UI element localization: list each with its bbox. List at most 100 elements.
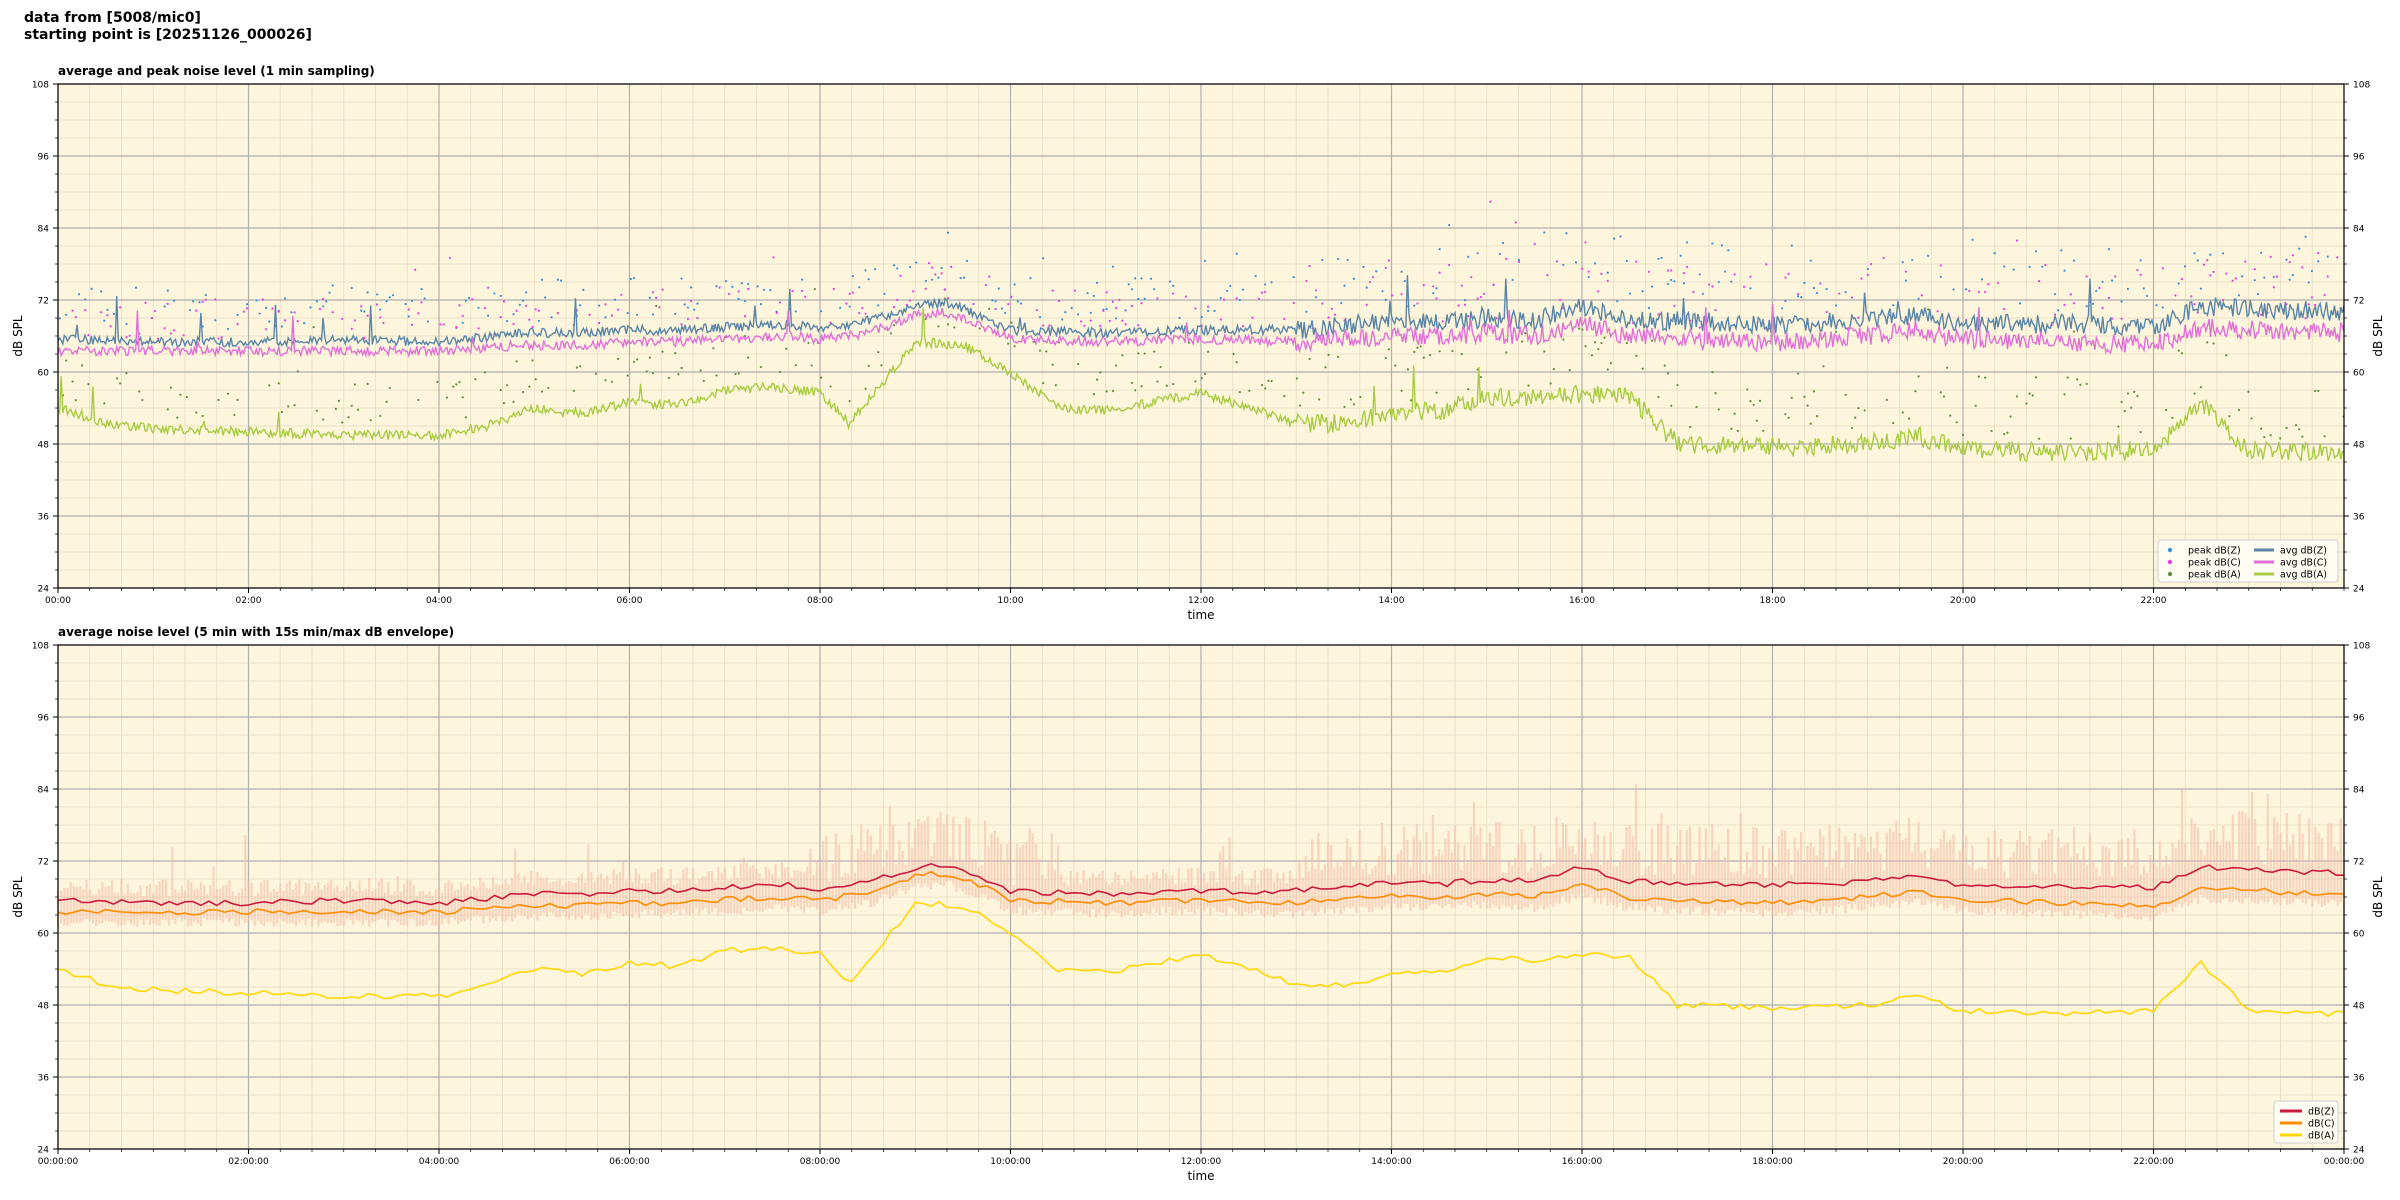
peak-dbz-point <box>493 292 496 295</box>
legend-label: avg dB(A) <box>2280 570 2327 581</box>
peak-dbc-point <box>1416 302 1419 305</box>
peak-dba-point <box>138 390 141 393</box>
peak-dbz-point <box>537 319 540 323</box>
peak-dbc-point <box>1796 292 1800 296</box>
peak-dbc-point <box>743 315 747 318</box>
peak-dba-point <box>946 323 950 326</box>
peak-dbz-point <box>556 278 559 281</box>
peak-dbz-point <box>2034 250 2038 253</box>
x-tick-label: 02:00 <box>236 596 262 606</box>
peak-dba-point <box>1130 381 1134 385</box>
peak-dbc-point <box>1130 304 1134 308</box>
peak-dba-point <box>2003 432 2006 436</box>
y-tick-label-right: 84 <box>2353 786 2365 796</box>
x-tick-label: 04:00:00 <box>419 1157 460 1167</box>
peak-dbc-point <box>2069 293 2072 296</box>
peak-dbc-point <box>728 292 731 295</box>
peak-dbc-point <box>214 298 217 301</box>
peak-dbz-point <box>931 278 934 281</box>
peak-dba-point <box>296 370 299 373</box>
peak-dbz-point <box>1413 304 1416 307</box>
peak-dbc-point <box>1140 302 1143 305</box>
peak-dbz-point <box>896 267 899 270</box>
peak-dba-point <box>1235 361 1238 364</box>
peak-dbc-point <box>2206 259 2209 262</box>
peak-dbc-point <box>1505 257 1508 260</box>
peak-dba-point <box>103 402 106 405</box>
peak-dba-point <box>217 398 220 402</box>
peak-dbz-point <box>487 314 490 317</box>
peak-dbc-point <box>858 311 861 315</box>
peak-dbz-point <box>1076 313 1080 316</box>
peak-dbc-point <box>972 302 975 306</box>
peak-dbz-point <box>2263 276 2266 279</box>
peak-dba-point <box>65 359 68 362</box>
peak-dbz-point <box>1134 277 1137 280</box>
peak-dbc-point <box>1819 282 1822 285</box>
peak-dbc-point <box>1083 324 1086 327</box>
peak-dbc-point <box>1838 292 1841 295</box>
peak-dbz-point <box>1730 280 1733 283</box>
peak-dbc-point <box>195 309 198 312</box>
peak-dba-point <box>1850 426 1854 430</box>
peak-dba-point <box>1600 341 1603 345</box>
peak-dbc-point <box>1051 289 1054 292</box>
peak-dbc-point <box>2272 286 2275 289</box>
peak-dba-point <box>1815 415 1819 418</box>
peak-dba-point <box>1939 391 1942 394</box>
y-tick-label: 36 <box>38 1074 50 1084</box>
peak-dba-point <box>1749 400 1752 403</box>
peak-dba-point <box>1990 429 1993 433</box>
peak-dba-point <box>702 379 705 383</box>
peak-dba-point <box>2285 426 2288 430</box>
peak-dba-point <box>655 304 658 307</box>
peak-dba-point <box>1568 369 1571 372</box>
peak-dbz-point <box>264 306 268 309</box>
peak-dbz-point <box>2012 268 2015 271</box>
peak-dbz-point <box>331 284 334 287</box>
peak-dba-point <box>1892 421 1895 425</box>
peak-dbz-point <box>100 290 103 293</box>
peak-dba-point <box>2038 437 2041 440</box>
peak-dbz-point <box>1619 235 1622 238</box>
peak-dbz-point <box>1105 307 1108 311</box>
scatter-peak-dba <box>61 288 2345 440</box>
peak-dbc-point <box>245 307 249 310</box>
peak-dbc-point <box>366 314 369 317</box>
peak-dbc-point <box>515 309 518 312</box>
peak-dbc-point <box>1708 283 1711 286</box>
peak-dbz-point <box>2256 292 2260 296</box>
peak-dba-point <box>445 396 448 399</box>
peak-dbc-point <box>477 327 480 330</box>
peak-dba-point <box>785 347 788 350</box>
peak-dbc-point <box>2110 317 2114 320</box>
peak-dba-point <box>1863 409 1866 412</box>
peak-dbz-point <box>410 299 414 303</box>
peak-dbz-point <box>360 309 363 312</box>
peak-dbz-point <box>1574 261 1578 264</box>
peak-dbz-point <box>1825 287 1828 291</box>
peak-dbz-point <box>284 297 287 300</box>
x-tick-label: 00:00:00 <box>2324 1157 2365 1167</box>
peak-dba-point <box>337 399 341 402</box>
y-tick-label: 72 <box>38 858 49 868</box>
peak-dbc-point <box>271 307 274 310</box>
peak-dbz-point <box>759 303 762 306</box>
peak-dbc-point <box>2063 303 2066 306</box>
peak-dbz-point <box>1657 257 1660 260</box>
peak-dba-point <box>1248 389 1251 392</box>
peak-dbc-point <box>458 304 461 307</box>
peak-dbc-point <box>1860 277 1863 280</box>
peak-dbc-point <box>1007 303 1010 306</box>
peak-dbc-point <box>1089 319 1092 322</box>
y-axis-label-right: dB SPL <box>2371 315 2385 357</box>
peak-dba-point <box>1854 416 1857 419</box>
peak-dbz-point <box>1375 270 1378 273</box>
peak-dbz-point <box>1337 257 1340 261</box>
peak-dbc-point <box>2107 296 2111 300</box>
peak-dbc-point <box>410 323 414 326</box>
peak-dbc-point <box>1251 316 1254 319</box>
peak-dbc-point <box>1463 303 1467 306</box>
peak-dba-point <box>499 388 502 392</box>
peak-dbc-point <box>1057 299 1061 302</box>
